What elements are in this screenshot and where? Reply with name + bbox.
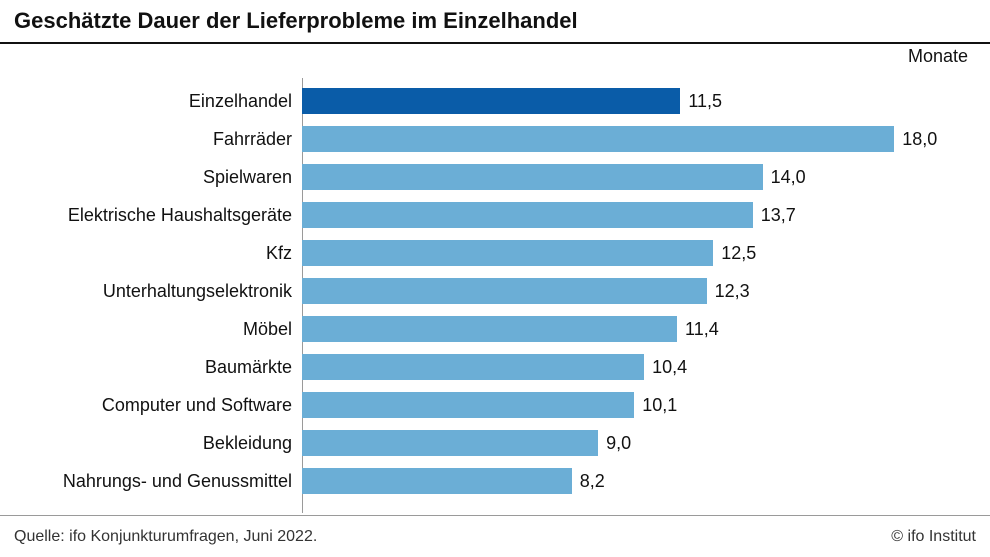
bar [302, 430, 598, 456]
chart-title: Geschätzte Dauer der Lieferprobleme im E… [14, 8, 976, 34]
bar-row: Fahrräder 18,0 [0, 120, 990, 158]
copyright-text: © ifo Institut [891, 528, 976, 546]
value-label: 14,0 [763, 164, 806, 190]
bar [302, 354, 644, 380]
category-label: Bekleidung [0, 433, 302, 454]
bar-track: 8,2 [302, 468, 990, 494]
bar [302, 240, 713, 266]
category-label: Kfz [0, 243, 302, 264]
value-label: 11,4 [677, 316, 719, 342]
value-label: 13,7 [753, 202, 796, 228]
bar-track: 18,0 [302, 126, 990, 152]
value-label: 9,0 [598, 430, 631, 456]
bar [302, 202, 753, 228]
category-label: Elektrische Haushaltsgeräte [0, 205, 302, 226]
bar [302, 126, 894, 152]
bar [302, 164, 763, 190]
bar-row: Computer und Software 10,1 [0, 386, 990, 424]
value-label: 10,1 [634, 392, 677, 418]
bar-row: Elektrische Haushaltsgeräte 13,7 [0, 196, 990, 234]
value-label: 12,3 [707, 278, 750, 304]
bar-track: 12,5 [302, 240, 990, 266]
bar-track: 12,3 [302, 278, 990, 304]
category-label: Unterhaltungselektronik [0, 281, 302, 302]
chart-frame: Geschätzte Dauer der Lieferprobleme im E… [0, 0, 990, 557]
bar-track: 10,4 [302, 354, 990, 380]
bar [302, 392, 634, 418]
value-label: 11,5 [680, 88, 722, 114]
bar-row: Baumärkte 10,4 [0, 348, 990, 386]
value-label: 8,2 [572, 468, 605, 494]
bar [302, 278, 707, 304]
value-label: 12,5 [713, 240, 756, 266]
bar-row: Kfz 12,5 [0, 234, 990, 272]
category-label: Einzelhandel [0, 91, 302, 112]
bar-row: Nahrungs- und Genussmittel 8,2 [0, 462, 990, 500]
bar [302, 316, 677, 342]
bar-track: 11,4 [302, 316, 990, 342]
bar [302, 88, 680, 114]
bars-area: Einzelhandel 11,5 Fahrräder 18,0 Spielwaren 1… [0, 82, 990, 509]
bar-track: 9,0 [302, 430, 990, 456]
category-label: Spielwaren [0, 167, 302, 188]
bar-track: 10,1 [302, 392, 990, 418]
value-label: 18,0 [894, 126, 937, 152]
bar-row: Bekleidung 9,0 [0, 424, 990, 462]
bar-row: Möbel 11,4 [0, 310, 990, 348]
title-rule [0, 42, 990, 44]
category-label: Möbel [0, 319, 302, 340]
category-label: Nahrungs- und Genussmittel [0, 471, 302, 492]
chart-footer: Quelle: ifo Konjunkturumfragen, Juni 202… [0, 515, 990, 557]
title-block: Geschätzte Dauer der Lieferprobleme im E… [0, 0, 990, 40]
bar [302, 468, 572, 494]
bar-track: 13,7 [302, 202, 990, 228]
bar-row: Spielwaren 14,0 [0, 158, 990, 196]
bar-row: Unterhaltungselektronik 12,3 [0, 272, 990, 310]
category-label: Fahrräder [0, 129, 302, 150]
bar-track: 14,0 [302, 164, 990, 190]
category-label: Computer und Software [0, 395, 302, 416]
value-label: 10,4 [644, 354, 687, 380]
category-label: Baumärkte [0, 357, 302, 378]
bar-track: 11,5 [302, 88, 990, 114]
bar-row: Einzelhandel 11,5 [0, 82, 990, 120]
unit-label: Monate [908, 46, 968, 67]
source-text: Quelle: ifo Konjunkturumfragen, Juni 202… [14, 528, 317, 546]
